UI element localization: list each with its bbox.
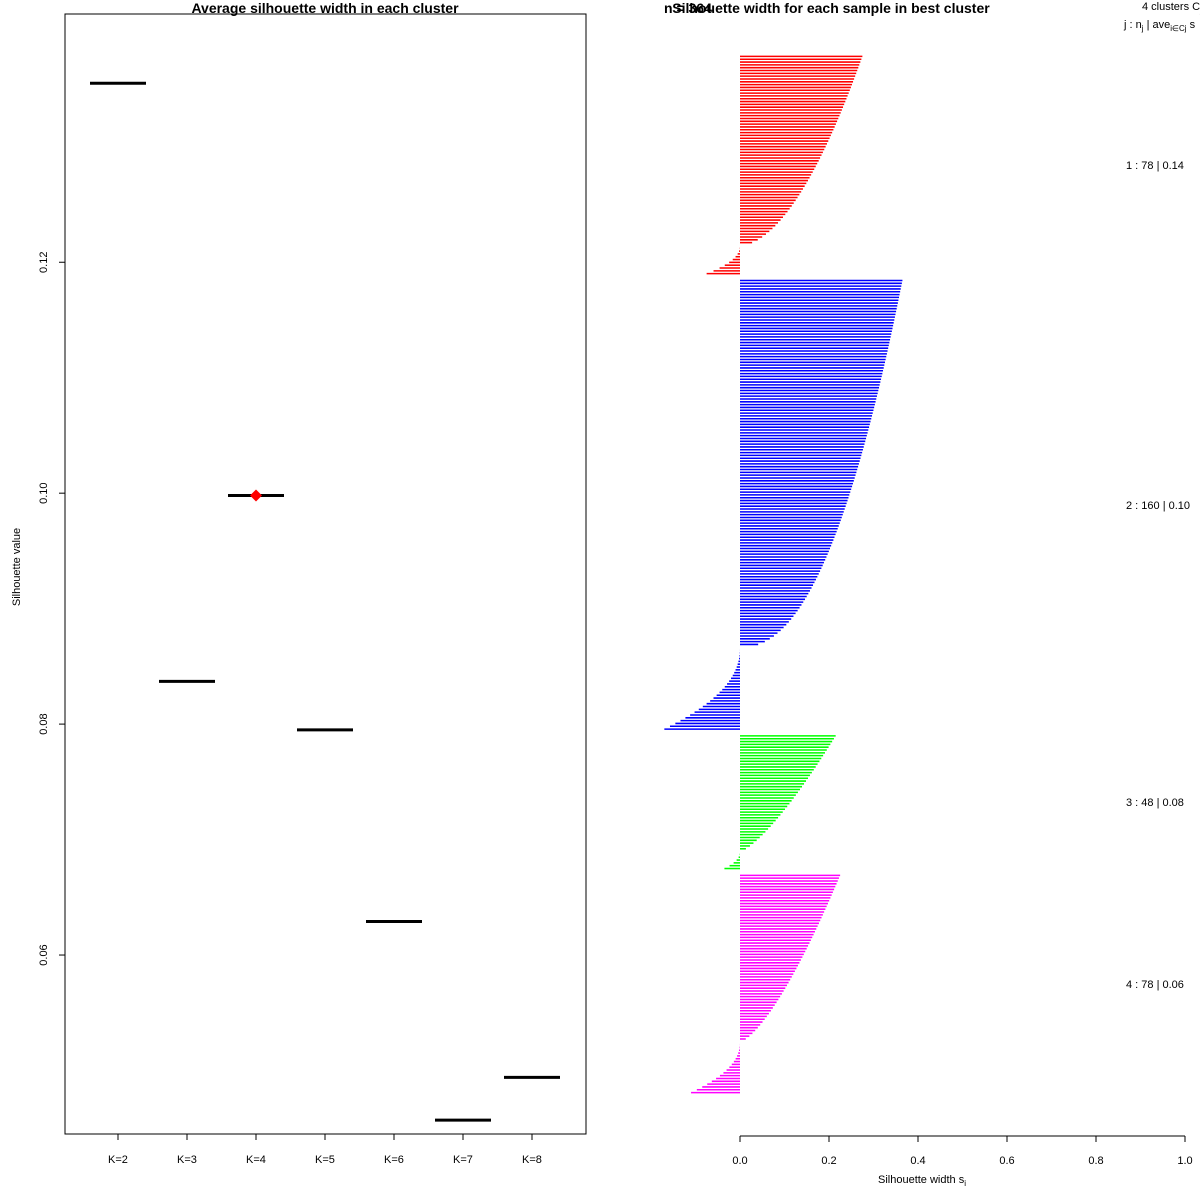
avg-silhouette-panel: Average silhouette width in each cluster… <box>11 0 587 1166</box>
y-tick-label: 0.08 <box>38 713 50 734</box>
x-tick-label: 0.0 <box>732 1155 747 1167</box>
x-tick-label: K=4 <box>246 1154 266 1166</box>
legend-header-line2: j : nj | avei∈Cj s <box>1123 19 1196 33</box>
cluster-1-summary: 1 : 78 | 0.14 <box>1126 160 1184 172</box>
y-tick-label: 0.10 <box>38 482 50 503</box>
cluster-2-bars <box>664 279 903 730</box>
x-tick-label: K=8 <box>522 1154 542 1166</box>
x-tick-label: K=6 <box>384 1154 404 1166</box>
x-tick-label: 0.4 <box>910 1155 925 1167</box>
x-tick-label: K=7 <box>453 1154 473 1166</box>
legend-header-line1: 4 clusters Cj <box>1142 1 1200 15</box>
x-tick-label: 0.2 <box>821 1155 836 1167</box>
y-tick-label: 0.06 <box>38 944 50 965</box>
x-tick-label: 0.6 <box>999 1155 1014 1167</box>
best-k-marker <box>250 489 262 502</box>
x-tick-label: K=3 <box>177 1154 197 1166</box>
x-tick-label: 1.0 <box>1177 1155 1192 1167</box>
cluster-2-summary: 2 : 160 | 0.10 <box>1126 500 1190 512</box>
left-y-axis-label: Silhouette value <box>11 528 23 606</box>
cluster-4-summary: 4 : 78 | 0.06 <box>1126 979 1184 991</box>
cluster-3-summary: 3 : 48 | 0.08 <box>1126 797 1184 809</box>
right-chart-overlap-text: n = 364 <box>664 0 712 16</box>
y-tick-label: 0.12 <box>38 252 50 273</box>
right-x-axis-label: Silhouette width si <box>878 1174 966 1188</box>
x-tick-label: K=2 <box>108 1154 128 1166</box>
cluster-3-bars <box>724 735 836 870</box>
cluster-1-bars <box>706 55 863 275</box>
sample-silhouette-panel: n = 364 Silhouette width for each sample… <box>664 0 1200 1188</box>
left-chart-title: Average silhouette width in each cluster <box>191 0 459 16</box>
left-plot-frame <box>64 13 587 1135</box>
right-chart-title: Silhouette width for each sample in best… <box>672 0 990 16</box>
cluster-4-bars <box>691 874 841 1094</box>
x-tick-label: 0.8 <box>1088 1155 1103 1167</box>
x-tick-label: K=5 <box>315 1154 335 1166</box>
